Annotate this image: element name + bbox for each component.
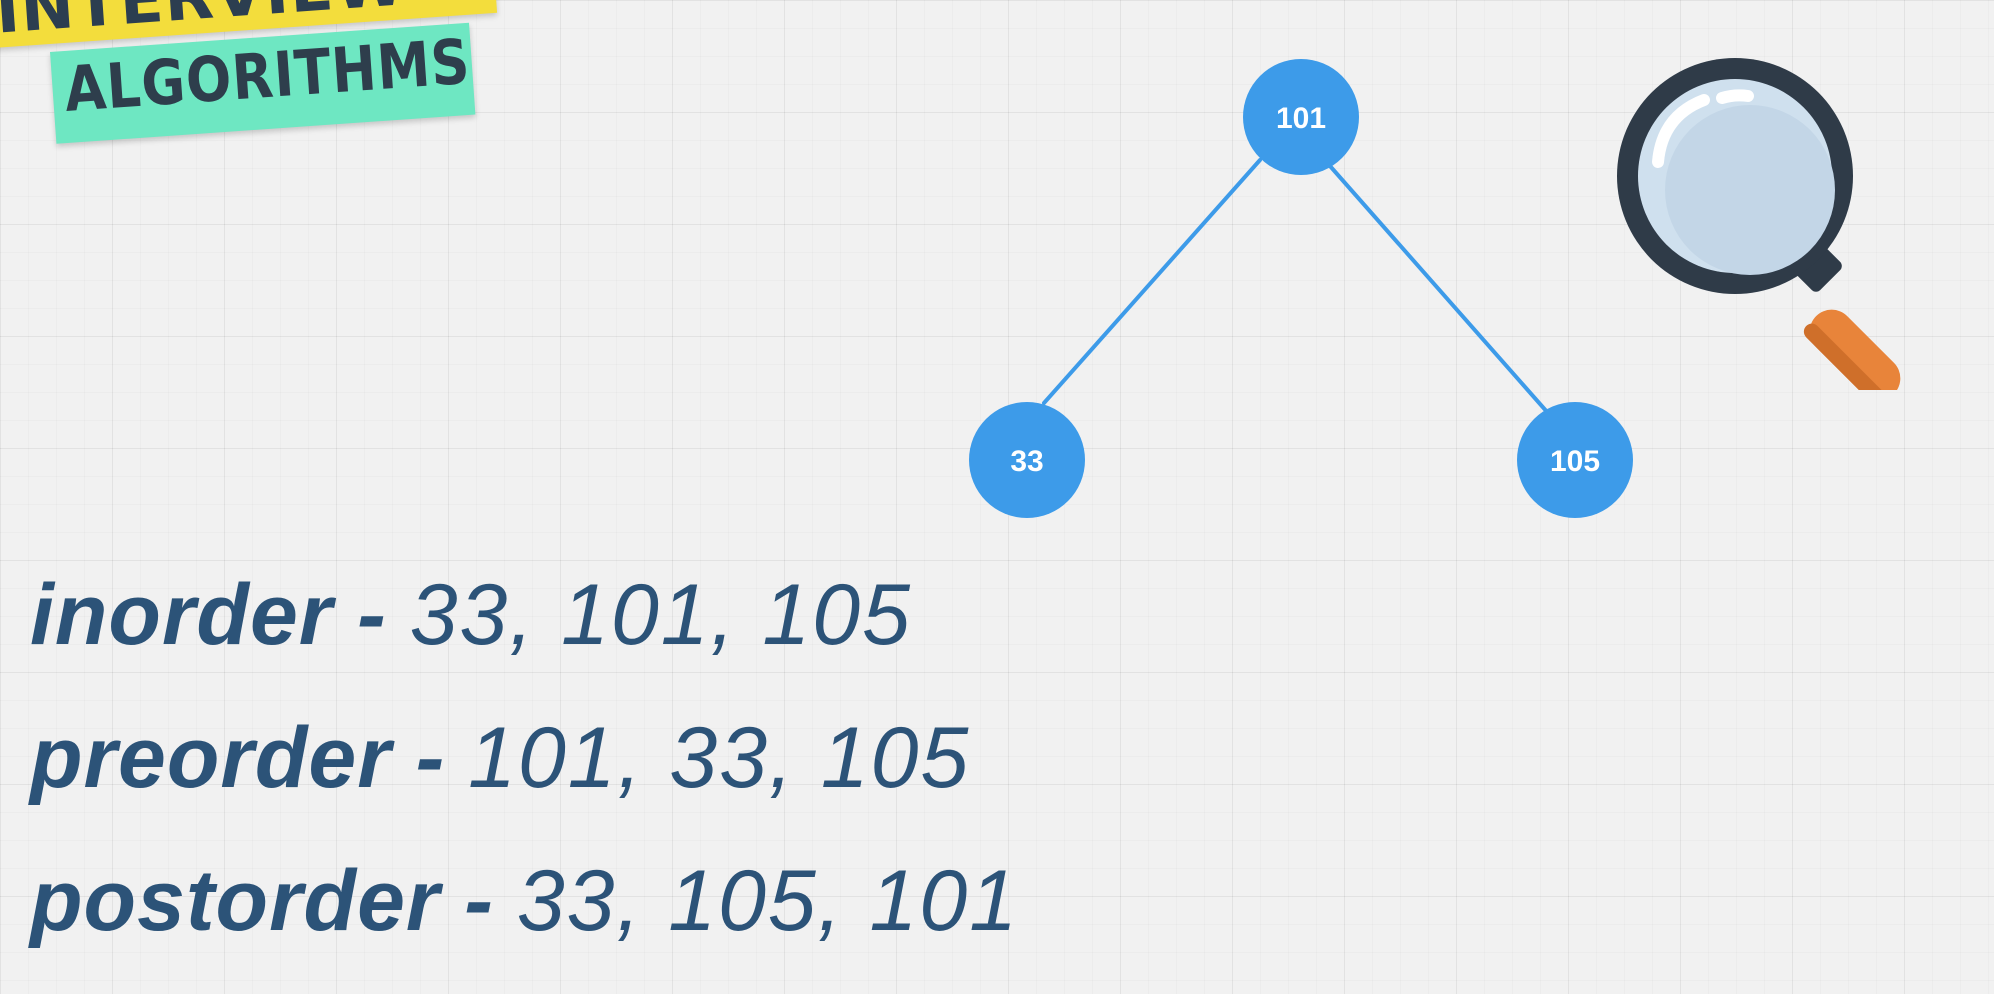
magnifier-handle: [1809, 309, 1901, 390]
magnifier-handle-shade: [1803, 323, 1887, 390]
node-label-right: 105: [1550, 445, 1600, 478]
traversal-separator: -: [333, 567, 410, 663]
node-circle-root: [1243, 59, 1359, 175]
traversal-name: postorder: [30, 853, 441, 949]
traversal-sequence: 101, 33, 105: [468, 710, 971, 806]
traversal-sequence: 33, 101, 105: [409, 567, 912, 663]
tree-node-root: 101: [1243, 59, 1359, 175]
node-label-root: 101: [1276, 102, 1326, 135]
traversal-list: inorder - 33, 101, 105 preorder - 101, 3…: [30, 560, 1230, 989]
node-label-left: 33: [1010, 445, 1043, 478]
tree-node-left: 33: [969, 402, 1085, 518]
traversal-inorder: inorder - 33, 101, 105: [30, 560, 1230, 703]
traversal-postorder: postorder - 33, 105, 101: [30, 846, 1230, 989]
traversal-preorder: preorder - 101, 33, 105: [30, 703, 1230, 846]
magnifying-glass-icon: [1617, 58, 1901, 390]
magnifier-glass-shade: [1665, 105, 1835, 275]
logo-banner-bottom: ALGORITHMS: [50, 22, 476, 144]
node-circle-right: [1517, 402, 1633, 518]
tree-node-right: 105: [1517, 402, 1633, 518]
logo-bottom-text: ALGORITHMS: [62, 24, 473, 126]
traversal-separator: -: [391, 710, 469, 806]
brand-logo: INTERVIEW ALGORITHMS: [0, 0, 520, 190]
magnifier-highlight-small: [1716, 89, 1754, 104]
traversal-name: preorder: [30, 710, 392, 806]
node-circle-left: [969, 402, 1085, 518]
traversal-separator: -: [440, 853, 517, 949]
edge-root-left: [1042, 158, 1262, 405]
edge-root-right: [1328, 164, 1550, 415]
traversal-sequence: 33, 105, 101: [516, 853, 1020, 949]
magnifier-highlight: [1652, 94, 1710, 168]
traversal-name: inorder: [30, 567, 334, 663]
